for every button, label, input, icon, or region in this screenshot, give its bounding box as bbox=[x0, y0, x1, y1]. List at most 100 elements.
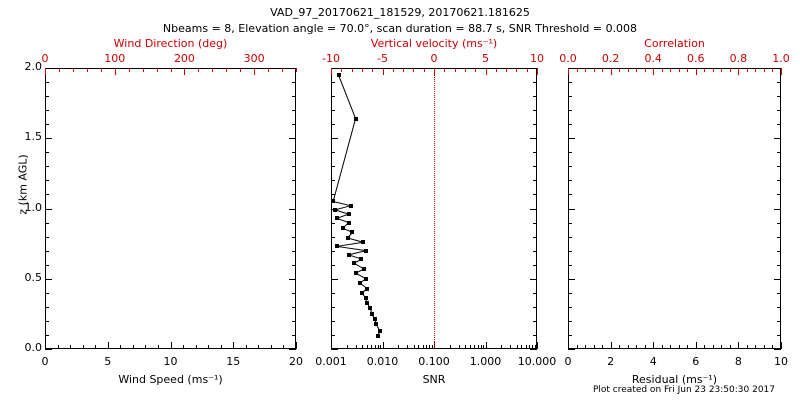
y-axis-minor-tick bbox=[568, 152, 572, 154]
top-axis-tick-label: 0.8 bbox=[729, 52, 748, 65]
top-axis-minor-tick bbox=[687, 68, 689, 72]
snr-data-point bbox=[336, 73, 341, 78]
x-axis-minor-tick bbox=[636, 345, 638, 349]
y-axis-minor-tick bbox=[331, 334, 335, 336]
x-axis-minor-tick bbox=[474, 345, 476, 349]
y-axis-minor-tick bbox=[331, 264, 335, 266]
snr-data-point bbox=[346, 212, 351, 217]
y-axis-minor-tick bbox=[331, 236, 335, 238]
y-axis-major-tick bbox=[774, 349, 781, 350]
y-axis-minor-tick bbox=[331, 306, 335, 308]
x-axis-minor-tick bbox=[627, 345, 629, 349]
x-axis-major-tick bbox=[170, 342, 172, 349]
y-axis-minor-tick bbox=[568, 110, 572, 112]
y-axis-minor-tick bbox=[533, 334, 537, 336]
snr-data-point bbox=[348, 203, 353, 208]
top-axis-tick-label: 0 bbox=[430, 52, 438, 65]
y-axis-minor-tick bbox=[292, 194, 296, 196]
x-axis-minor-tick bbox=[258, 345, 260, 349]
top-axis-minor-tick bbox=[156, 68, 158, 72]
x-axis-minor-tick bbox=[195, 345, 197, 349]
y-axis-minor-tick bbox=[568, 306, 572, 308]
x-axis-minor-tick bbox=[431, 345, 433, 349]
x-axis-major-tick bbox=[485, 342, 487, 349]
x-axis-minor-tick bbox=[120, 345, 122, 349]
top-axis-tick-label: 0.6 bbox=[687, 52, 705, 65]
top-axis-major-tick bbox=[653, 68, 655, 75]
x-axis-minor-tick bbox=[132, 345, 134, 349]
x-axis-minor-tick bbox=[585, 345, 587, 349]
top-axis-tick-label: 300 bbox=[243, 52, 265, 65]
x-axis-minor-tick bbox=[413, 345, 415, 349]
y-axis-minor-tick bbox=[292, 320, 296, 322]
x-axis-minor-tick bbox=[516, 345, 518, 349]
top-axis-major-tick bbox=[382, 68, 384, 75]
top-axis-minor-tick bbox=[576, 68, 578, 72]
y-axis-minor-tick bbox=[45, 152, 49, 154]
y-axis-minor-tick bbox=[568, 320, 572, 322]
x-axis-tick-label: 15 bbox=[226, 355, 241, 368]
top-axis-minor-tick bbox=[526, 68, 528, 72]
x-axis-major-tick bbox=[331, 342, 332, 349]
x-axis-minor-tick bbox=[619, 345, 621, 349]
y-axis-major-tick bbox=[289, 208, 296, 210]
y-axis-minor-tick bbox=[533, 110, 537, 112]
y-axis-minor-tick bbox=[568, 166, 572, 168]
y-axis-minor-tick bbox=[45, 320, 49, 322]
y-axis-minor-tick bbox=[45, 124, 49, 126]
y-axis-minor-tick bbox=[45, 292, 49, 294]
snr-data-point bbox=[353, 271, 358, 276]
y-axis-minor-tick bbox=[777, 264, 781, 266]
y-axis-minor-tick bbox=[292, 334, 296, 336]
x-axis-minor-tick bbox=[704, 345, 706, 349]
y-axis-minor-tick bbox=[777, 194, 781, 196]
snr-data-point bbox=[368, 306, 373, 311]
x-axis-minor-tick bbox=[687, 345, 689, 349]
x-axis-minor-tick bbox=[721, 345, 723, 349]
top-axis-major-tick bbox=[254, 68, 256, 75]
y-axis-minor-tick bbox=[568, 180, 572, 182]
top-axis-major-tick bbox=[184, 68, 186, 75]
x-axis-minor-tick bbox=[183, 345, 185, 349]
top-axis-minor-tick bbox=[516, 68, 518, 72]
x-axis-minor-tick bbox=[480, 345, 482, 349]
y-axis-minor-tick bbox=[533, 320, 537, 322]
x-axis-minor-tick bbox=[746, 345, 748, 349]
y-axis-minor-tick bbox=[45, 236, 49, 238]
x-axis-major-tick bbox=[568, 342, 569, 349]
y-axis-major-tick bbox=[331, 349, 338, 350]
y-axis-major-tick bbox=[530, 208, 537, 210]
top-axis-minor-tick bbox=[464, 68, 466, 72]
y-axis-minor-tick bbox=[331, 292, 335, 294]
y-axis-minor-tick bbox=[331, 124, 335, 126]
snr-data-point bbox=[352, 261, 357, 266]
x-axis-major-tick bbox=[781, 342, 782, 349]
y-axis-major-tick bbox=[774, 68, 781, 69]
top-axis-minor-tick bbox=[746, 68, 748, 72]
y-axis-minor-tick bbox=[45, 82, 49, 84]
x-axis-minor-tick bbox=[755, 345, 757, 349]
snr-data-point bbox=[331, 199, 336, 204]
y-axis-tick-label: 0.0 bbox=[24, 341, 43, 354]
y-axis-major-tick bbox=[568, 68, 575, 69]
x-axis-tick-label: 0.001 bbox=[315, 355, 347, 368]
y-axis-major-tick bbox=[45, 349, 52, 350]
y-axis-minor-tick bbox=[777, 82, 781, 84]
x-axis-minor-tick bbox=[521, 345, 523, 349]
top-axis-minor-tick bbox=[475, 68, 477, 72]
snr-data-point bbox=[345, 236, 350, 240]
x-axis-title: SNR bbox=[422, 373, 446, 386]
x-axis-major-tick bbox=[537, 342, 538, 349]
y-axis-minor-tick bbox=[292, 250, 296, 252]
y-axis-minor-tick bbox=[777, 152, 781, 154]
y-axis-tick-label: 0.5 bbox=[24, 270, 43, 284]
y-axis-minor-tick bbox=[292, 222, 296, 224]
snr-data-point bbox=[365, 286, 370, 291]
top-axis-tick-label: 0.2 bbox=[601, 52, 620, 65]
x-axis-minor-tick bbox=[661, 345, 663, 349]
snr-data-point bbox=[334, 216, 339, 221]
x-axis-major-tick bbox=[653, 342, 655, 349]
y-axis-minor-tick bbox=[533, 292, 537, 294]
y-axis-tick-label: 1.0 bbox=[24, 200, 43, 214]
y-axis-minor-tick bbox=[45, 250, 49, 252]
